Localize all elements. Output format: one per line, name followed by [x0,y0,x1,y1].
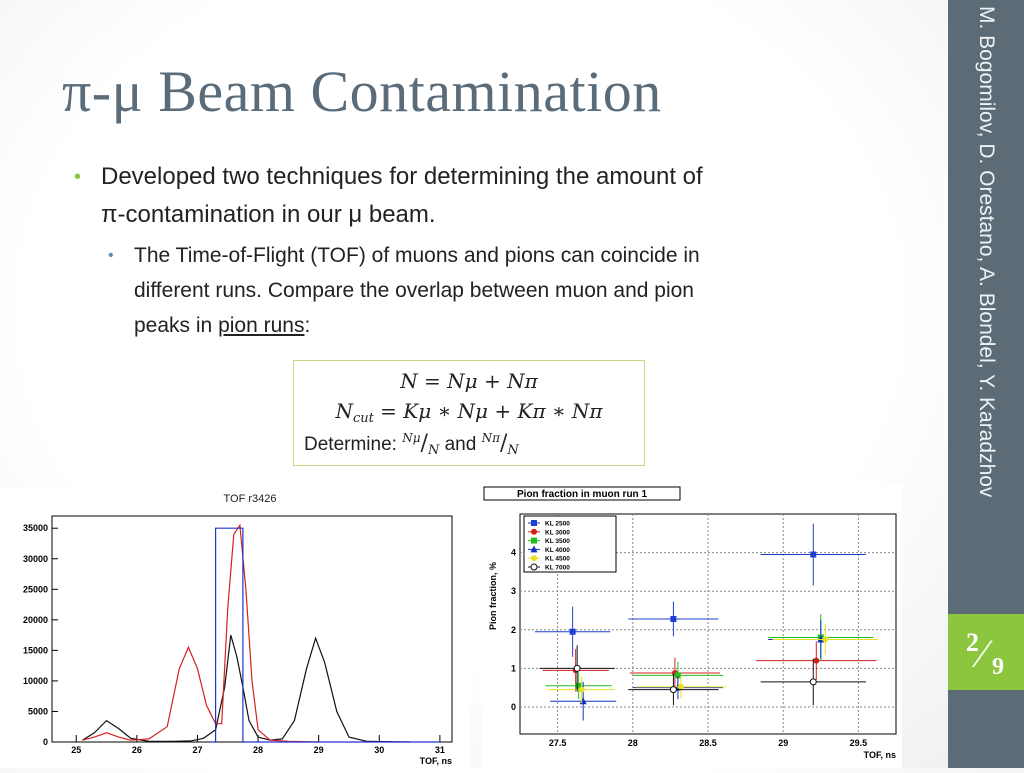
data-point [810,551,817,558]
determine-label: Determine: [304,434,397,455]
fraction-denominator: N [507,443,519,458]
x-tick-label: 28 [253,745,263,755]
x-axis-label: TOF, ns [864,750,896,760]
bullet-line: different runs. Compare the overlap betw… [134,279,694,302]
chart-title: Pion fraction in muon run 1 [517,489,647,500]
x-tick-label: 31 [435,745,445,755]
legend-marker [531,520,537,526]
legend-marker [531,528,537,535]
bullet-line: The Time-of-Flight (TOF) of muons and pi… [134,244,700,267]
legend-box [523,515,617,573]
page-total: 9 [992,654,1004,680]
data-point [809,678,817,686]
fraction-numerator: Nμ [402,431,421,445]
equation-cut-rhs: = Kμ ∗ Nμ + Kπ ∗ Nπ [373,399,603,423]
data-point [674,672,681,679]
y-tick-label: 10000 [23,676,48,686]
equation-cut-lhs: N [335,399,353,423]
page-number: 2 [966,628,979,657]
bullet-text-post: : [304,314,311,337]
x-tick-label: 29 [314,745,324,755]
x-tick-label: 27 [192,745,202,755]
pion-fraction-svg: Pion fraction in muon run 1 0 1 2 3 4 27.5 28 28… [483,486,897,760]
bullet-line: peaks in pion runs: [134,308,846,343]
legend-label: KL 3000 [545,529,570,536]
author-sidebar: M. Bogomilov, D. Orestano, A. Blondel, Y… [948,0,1024,768]
page-slash: ⁄ [979,631,986,676]
pion-runs-link[interactable]: pion runs [218,314,305,337]
author-credit: M. Bogomilov, D. Orestano, A. Blondel, Y… [975,6,998,498]
legend-marker [531,537,537,544]
slide-title: π-μ Beam Contamination [62,59,662,124]
legend-marker [531,555,537,562]
tof-histogram-svg: TOF r3426 0 5000 10000 15000 20000 25000 30000 3… [23,493,453,766]
y-tick-label: 0 [43,737,48,747]
chart-title: TOF r3426 [224,493,277,505]
legend-label: KL 7000 [545,565,570,572]
histogram-black [81,634,410,743]
bullet-dot: • [74,166,82,188]
data-point [670,615,677,622]
tof-histogram: TOF r3426 0 5000 10000 15000 20000 25000 30000 3… [0,488,470,768]
y-tick-label: 30000 [23,554,48,564]
data-point [575,682,582,689]
equation-cut-subscript: cut [352,411,374,426]
bullet-text-pre: peaks in [134,314,219,337]
determine-line: Determine: Nμ/N and Nπ/N [304,431,519,458]
data-point [578,686,585,693]
legend-label: KL 3500 [545,538,570,545]
y-tick-label: 15000 [23,645,48,655]
histogram-blue [209,527,440,743]
x-axis-label: TOF, ns [420,756,452,766]
y-tick-label: 0 [511,702,516,712]
legend-marker [530,563,538,571]
y-tick-label: 4 [511,548,516,558]
equation-cut: Ncut = Kμ ∗ Nμ + Kπ ∗ Nπ [294,399,644,426]
data-point [573,664,581,672]
y-tick-label: 5000 [28,706,48,716]
bullet-line: π-contamination in our μ beam. [101,201,436,228]
fraction-pion: Nπ/N [481,431,519,458]
chart-title-box [483,486,681,501]
pion-fraction-plot: Pion fraction in muon run 1 0 1 2 3 4 27.5 28 28… [482,484,902,768]
plot-frame [51,515,453,743]
legend-label: KL 2500 [545,521,570,528]
legend-label: KL 4000 [545,547,570,554]
data-point [677,683,684,690]
bullet-text: The Time-of-Flight (TOF) of muons and pi… [134,238,846,343]
data-point [813,657,820,664]
data-point [569,628,576,635]
x-tick-label: 25 [71,745,81,755]
x-tick-label: 26 [132,745,142,755]
bullet-line: Developed two techniques for determining… [101,163,703,190]
x-tick-label: 28 [628,738,638,748]
y-tick-label: 3 [511,586,516,596]
data-point [822,636,829,643]
fraction-muon: Nμ/N [402,431,440,458]
fraction-numerator: Nπ [481,431,500,445]
y-tick-label: 25000 [23,584,48,594]
y-tick-label: 2 [511,625,516,635]
x-tick-label: 29 [778,738,788,748]
equation-total: N = Nμ + Nπ [400,369,538,393]
y-tick-label: 1 [511,663,516,673]
y-tick-label: 20000 [23,615,48,625]
bullet-dot: • [108,247,114,264]
data-point [669,686,677,694]
bullet-text: Developed two techniques for determining… [101,158,861,234]
y-tick-label: 35000 [23,523,48,533]
legend-label: KL 4500 [545,556,570,563]
x-tick-label: 27.5 [549,738,567,748]
legend-marker [530,545,538,553]
page-number-badge: 2 ⁄ 9 [948,614,1024,690]
and-label: and [444,434,477,455]
fraction-denominator: N [427,443,440,458]
x-tick-label: 30 [374,745,384,755]
x-tick-label: 29.5 [850,738,868,748]
y-axis-label: Pion fraction, % [488,562,498,630]
x-tick-label: 28.5 [699,738,717,748]
formula-box: N = Nμ + Nπ Ncut = Kμ ∗ Nμ + Kπ ∗ Nπ Det… [293,360,645,466]
histogram-red [82,523,319,743]
